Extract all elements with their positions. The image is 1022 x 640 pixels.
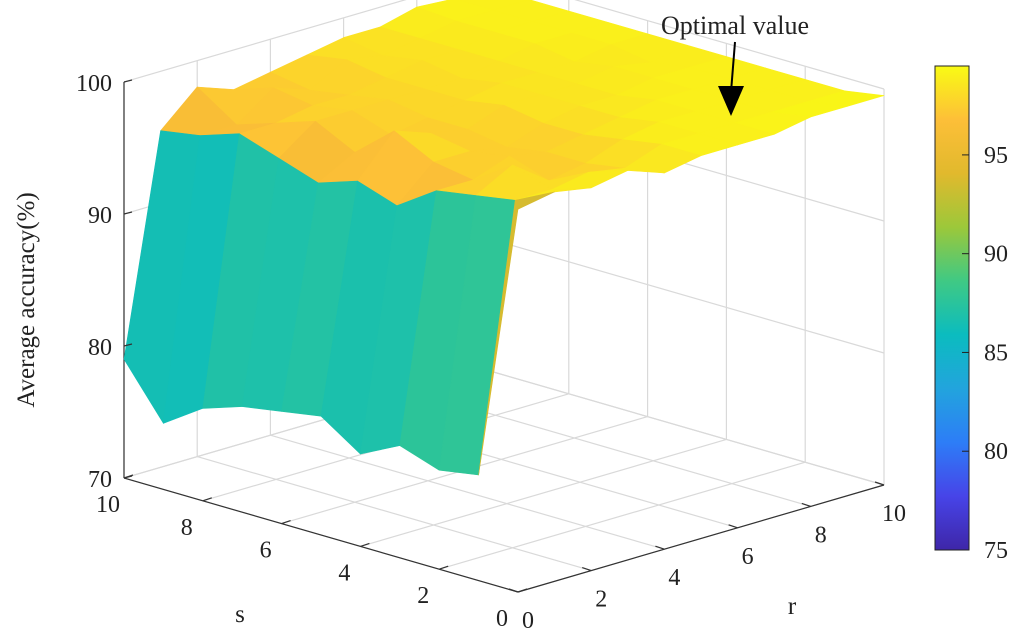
floor-gridline — [270, 434, 665, 550]
r-tick-label: 4 — [668, 565, 680, 591]
back-wall-gridline — [123, 0, 407, 83]
r-tick-label: 0 — [522, 608, 534, 634]
r-tick-label: 10 — [882, 501, 906, 527]
z-tick-label: 90 — [88, 203, 112, 229]
s-tick-label: 4 — [338, 560, 350, 586]
annotation-arrow — [718, 41, 744, 116]
floor-gridline — [360, 438, 727, 547]
s-tick-label: 2 — [417, 583, 429, 609]
z-tick — [123, 211, 133, 215]
r-tick — [508, 588, 519, 593]
r-axis-label: r — [788, 593, 797, 620]
r-tick — [655, 545, 665, 550]
r-tick — [582, 567, 592, 572]
s-tick — [517, 588, 528, 593]
z-tick-label: 100 — [76, 71, 112, 97]
r-axis-line — [517, 484, 885, 593]
colorbar: 75 80 85 90 95 — [934, 65, 1008, 564]
z-tick-label: 70 — [88, 467, 112, 493]
floor-gridline — [439, 461, 806, 570]
side-wall-gridline — [489, 238, 885, 354]
colorbar-tick-label: 95 — [984, 143, 1008, 169]
s-tick — [360, 542, 370, 547]
r-tick-label: 8 — [815, 522, 827, 548]
colorbar-tick-label: 90 — [984, 242, 1008, 268]
z-tick-label: 80 — [88, 335, 112, 361]
surface-patch — [478, 191, 555, 476]
colorbar-tick-label: 85 — [984, 340, 1008, 366]
colorbar-tick-label: 75 — [984, 538, 1008, 564]
s-tick-label: 10 — [96, 492, 120, 518]
s-axis-line — [123, 477, 519, 593]
r-tick-label: 2 — [595, 587, 607, 613]
floor-gridline — [197, 456, 592, 572]
s-tick — [123, 474, 134, 479]
z-tick — [123, 343, 133, 347]
r-tick — [874, 481, 885, 486]
s-axis-label: s — [235, 601, 245, 628]
s-tick — [439, 565, 449, 570]
optimal-value-annotation: Optimal value — [661, 11, 809, 40]
s-tick — [202, 497, 212, 502]
r-tick — [801, 502, 811, 507]
s-tick — [281, 520, 291, 525]
side-wall-gridline — [489, 370, 885, 486]
colorbar-gradient — [934, 65, 970, 551]
side-wall-gridline — [574, 0, 885, 90]
s-tick-label: 8 — [181, 515, 193, 541]
r-tick-label: 6 — [742, 544, 754, 570]
colorbar-tick-label: 80 — [984, 439, 1008, 465]
r-tick — [728, 524, 738, 529]
z-tick — [123, 79, 133, 83]
z-axis-label: Average accuracy(%) — [13, 192, 40, 407]
s-tick-label: 6 — [260, 538, 272, 564]
s-tick-label: 0 — [496, 606, 508, 632]
surface-plot — [123, 0, 885, 476]
